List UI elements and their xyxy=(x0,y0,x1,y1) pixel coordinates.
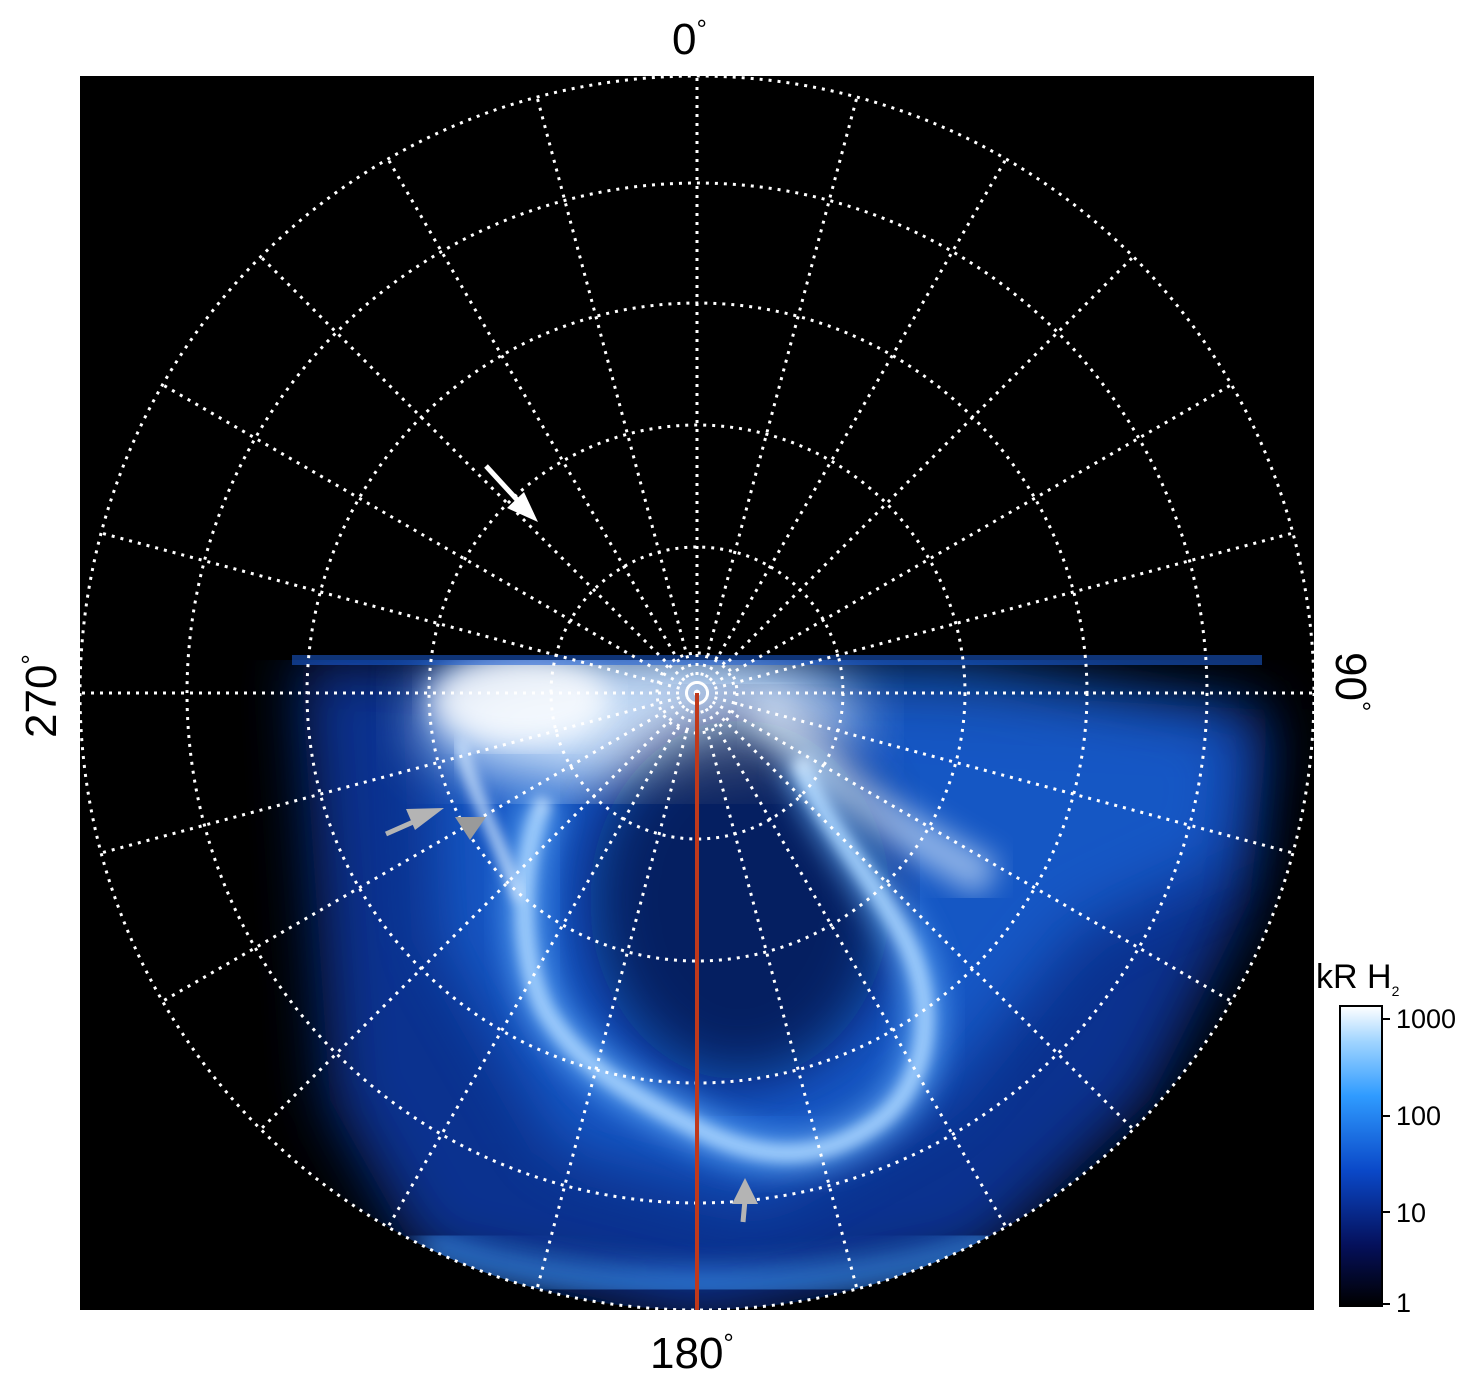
gray-triangle-marker xyxy=(455,817,486,840)
gray-arrow-left xyxy=(384,808,444,837)
azimuth-label-180: 180° xyxy=(650,1329,734,1378)
azimuth-value-180: 180 xyxy=(650,1329,724,1378)
colorbar-tick-label: 10 xyxy=(1396,1198,1427,1228)
colorbar-unit-subscript: 2 xyxy=(1391,982,1400,999)
azimuth-label-270: 270° xyxy=(16,654,66,738)
colorbar-tick-label: 1000 xyxy=(1396,1004,1457,1034)
white-arrow xyxy=(484,464,538,522)
colorbar-unit: kR H xyxy=(1316,958,1392,996)
azimuth-label-90: 90° xyxy=(1326,652,1376,711)
gray-arrow-bottom xyxy=(732,1178,758,1223)
degree-symbol: ° xyxy=(696,14,707,44)
degree-symbol: ° xyxy=(723,1328,734,1358)
colorbar-title: kR H2 xyxy=(1316,958,1399,999)
colorbar-ticks xyxy=(1382,1018,1390,1305)
colorbar xyxy=(1339,1005,1383,1307)
colorbar-tick-label: 1 xyxy=(1396,1288,1412,1318)
colorbar-tick-label: 100 xyxy=(1396,1101,1442,1131)
azimuth-value-90: 90 xyxy=(1326,652,1375,701)
azimuth-value-0: 0 xyxy=(672,15,697,64)
azimuth-value-270: 270 xyxy=(17,664,66,738)
degree-symbol: ° xyxy=(16,654,46,665)
azimuth-label-0: 0° xyxy=(672,15,707,64)
degree-symbol: ° xyxy=(1346,700,1376,712)
